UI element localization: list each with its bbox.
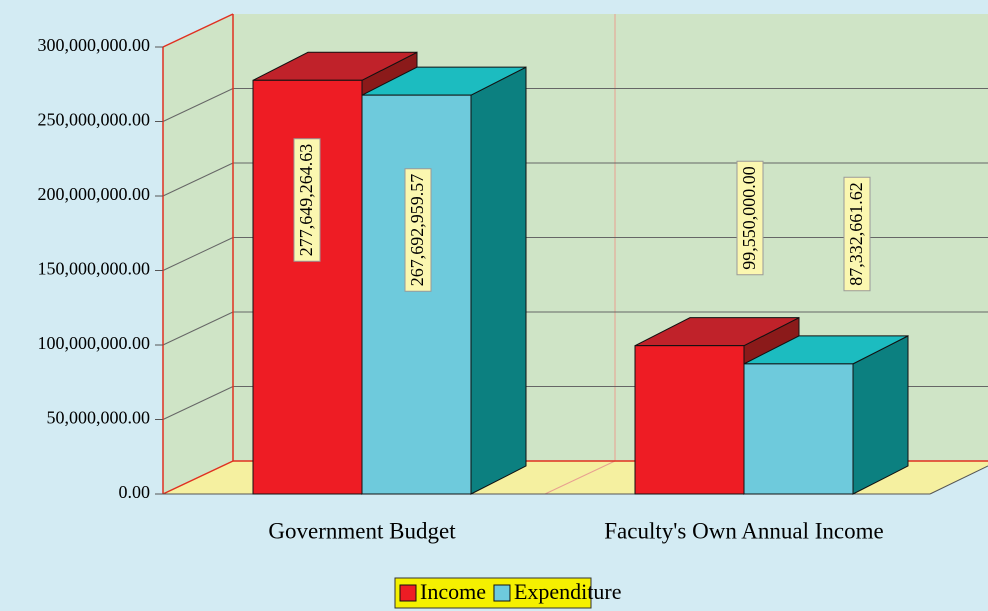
- y-tick-label: 150,000,000.00: [38, 259, 151, 279]
- y-tick-label: 250,000,000.00: [38, 110, 151, 130]
- y-tick-label: 200,000,000.00: [38, 184, 151, 204]
- value-label-box: [293, 138, 321, 262]
- legend-swatch: [493, 584, 511, 602]
- axis-line: [162, 460, 234, 495]
- value-label: 277,649,264.63: [293, 138, 321, 262]
- y-tick-label: 300,000,000.00: [38, 35, 151, 55]
- value-label-text: 277,649,264.63: [296, 144, 316, 257]
- y-tick-label: 50,000,000.00: [47, 408, 151, 428]
- value-label-box: [843, 176, 871, 292]
- bar: [634, 345, 745, 495]
- x-tick-label: Faculty's Own Annual Income: [604, 518, 883, 543]
- legend-label: Expenditure: [514, 579, 622, 604]
- axis-line: [162, 13, 234, 48]
- y-tick-label: 100,000,000.00: [38, 333, 151, 353]
- value-label: 87,332,661.62: [843, 176, 871, 292]
- grid-line: [162, 311, 234, 346]
- bar: [743, 363, 854, 495]
- bar: [361, 94, 472, 495]
- value-label-text: 87,332,661.62: [846, 182, 866, 286]
- value-label-text: 267,692,959.57: [407, 174, 427, 287]
- bar-side: [470, 66, 527, 495]
- value-label-box: [404, 168, 432, 292]
- value-label: 267,692,959.57: [404, 168, 432, 292]
- grid-line: [162, 88, 234, 122]
- axis-line: [929, 465, 988, 495]
- legend: [394, 577, 592, 609]
- grid-line: [162, 386, 234, 420]
- value-label-box: [736, 160, 764, 276]
- value-label-text: 99,550,000.00: [739, 166, 759, 270]
- legend-swatch: [399, 584, 417, 602]
- grid-line: [162, 237, 234, 271]
- legend-label: Income: [420, 579, 486, 604]
- category-divider: [544, 460, 616, 495]
- value-label: 99,550,000.00: [736, 160, 764, 276]
- y-tick-label: 0.00: [119, 482, 151, 502]
- grid-line: [162, 162, 234, 197]
- x-tick-label: Government Budget: [268, 518, 456, 543]
